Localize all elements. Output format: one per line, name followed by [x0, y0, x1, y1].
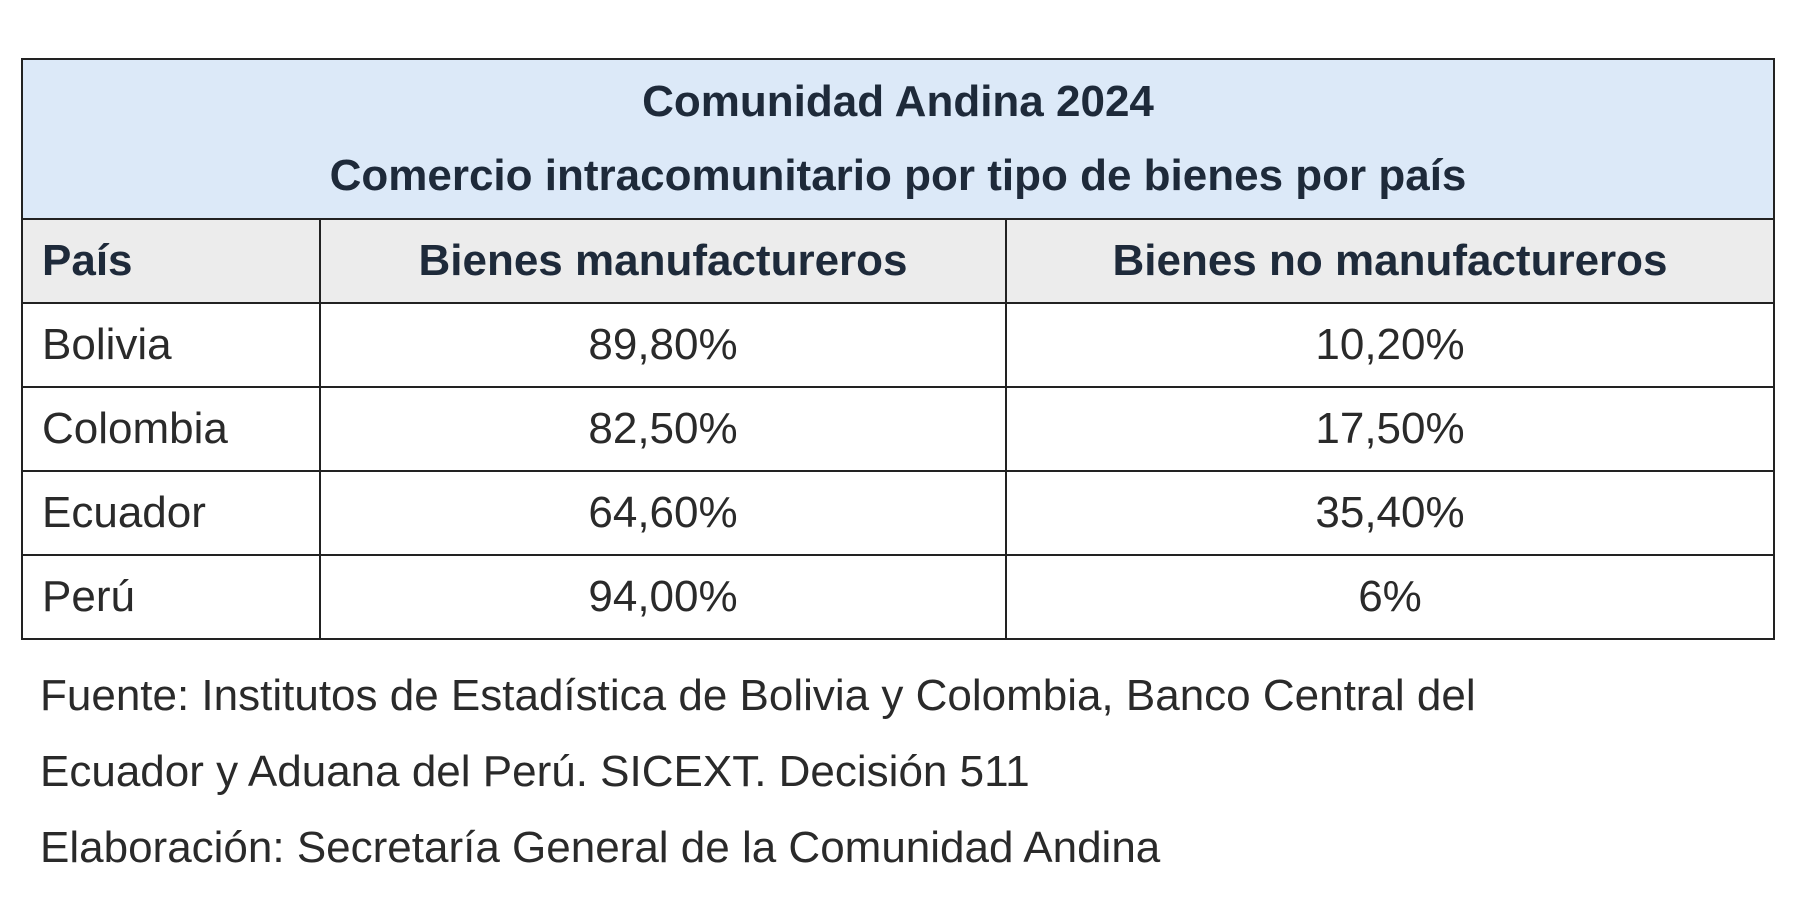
column-header-country: País — [21, 218, 321, 304]
cell-manufactureros: 82,50% — [319, 386, 1007, 472]
header-row: País Bienes manufactureros Bienes no man… — [21, 218, 1775, 304]
cell-country: Ecuador — [21, 470, 321, 556]
table-title-cell: Comunidad Andina 2024 Comercio intracomu… — [21, 58, 1775, 220]
cell-country: Perú — [21, 554, 321, 640]
title-row: Comunidad Andina 2024 Comercio intracomu… — [21, 58, 1775, 220]
cell-no-manufactureros: 35,40% — [1005, 470, 1775, 556]
table-notes: Fuente: Institutos de Estadística de Bol… — [21, 658, 1773, 886]
table-title: Comunidad Andina 2024 — [642, 77, 1154, 126]
table-row: Bolivia 89,80% 10,20% — [21, 302, 1775, 388]
cell-no-manufactureros: 17,50% — [1005, 386, 1775, 472]
source-note-line-1: Fuente: Institutos de Estadística de Bol… — [40, 671, 1476, 720]
cell-no-manufactureros: 6% — [1005, 554, 1775, 640]
column-header-manufactureros: Bienes manufactureros — [319, 218, 1007, 304]
data-table: Comunidad Andina 2024 Comercio intracomu… — [21, 58, 1775, 640]
cell-manufactureros: 64,60% — [319, 470, 1007, 556]
cell-no-manufactureros: 10,20% — [1005, 302, 1775, 388]
cell-manufactureros: 94,00% — [319, 554, 1007, 640]
cell-manufactureros: 89,80% — [319, 302, 1007, 388]
table-row: Perú 94,00% 6% — [21, 554, 1775, 640]
table-row: Ecuador 64,60% 35,40% — [21, 470, 1775, 556]
table-subtitle: Comercio intracomunitario por tipo de bi… — [329, 151, 1467, 200]
table-row: Colombia 82,50% 17,50% — [21, 386, 1775, 472]
column-header-no-manufactureros: Bienes no manufactureros — [1005, 218, 1775, 304]
source-note-line-2: Ecuador y Aduana del Perú. SICEXT. Decis… — [40, 747, 1030, 796]
table-container: Comunidad Andina 2024 Comercio intracomu… — [21, 58, 1775, 886]
cell-country: Colombia — [21, 386, 321, 472]
cell-country: Bolivia — [21, 302, 321, 388]
elaboration-note: Elaboración: Secretaría General de la Co… — [40, 823, 1161, 872]
